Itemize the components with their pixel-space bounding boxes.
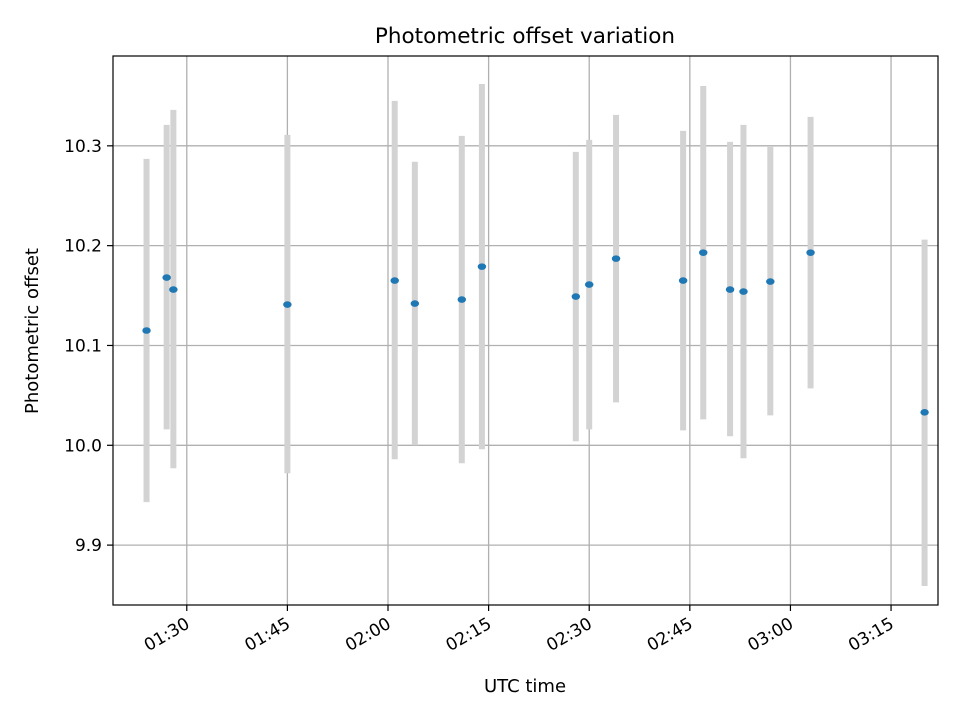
plot-area bbox=[113, 56, 938, 605]
data-point bbox=[162, 274, 171, 281]
data-point bbox=[410, 300, 420, 307]
data-point bbox=[283, 301, 292, 308]
data-point bbox=[725, 286, 735, 293]
data-point bbox=[585, 281, 594, 288]
data-point bbox=[571, 293, 581, 300]
data-point bbox=[678, 277, 688, 284]
y-tick-label: 10.1 bbox=[64, 336, 102, 356]
data-point bbox=[920, 409, 929, 416]
x-axis-label: UTC time bbox=[484, 676, 566, 697]
data-point bbox=[806, 249, 815, 256]
data-point bbox=[169, 286, 178, 293]
data-point bbox=[457, 296, 466, 303]
data-point bbox=[699, 249, 708, 256]
chart-title: Photometric offset variation bbox=[375, 24, 675, 49]
y-tick-label: 10.0 bbox=[64, 436, 102, 456]
data-point bbox=[477, 263, 487, 270]
data-point bbox=[739, 288, 748, 295]
data-points bbox=[142, 249, 929, 416]
data-point bbox=[390, 277, 399, 284]
y-axis-label: Photometric offset bbox=[22, 248, 43, 414]
data-point bbox=[766, 278, 775, 285]
data-point bbox=[142, 327, 151, 334]
y-tick-label: 10.2 bbox=[64, 237, 102, 257]
y-tick-label: 9.9 bbox=[75, 536, 102, 556]
plot-frame bbox=[112, 55, 939, 606]
y-tick-label: 10.3 bbox=[64, 137, 102, 157]
data-point bbox=[611, 255, 621, 262]
